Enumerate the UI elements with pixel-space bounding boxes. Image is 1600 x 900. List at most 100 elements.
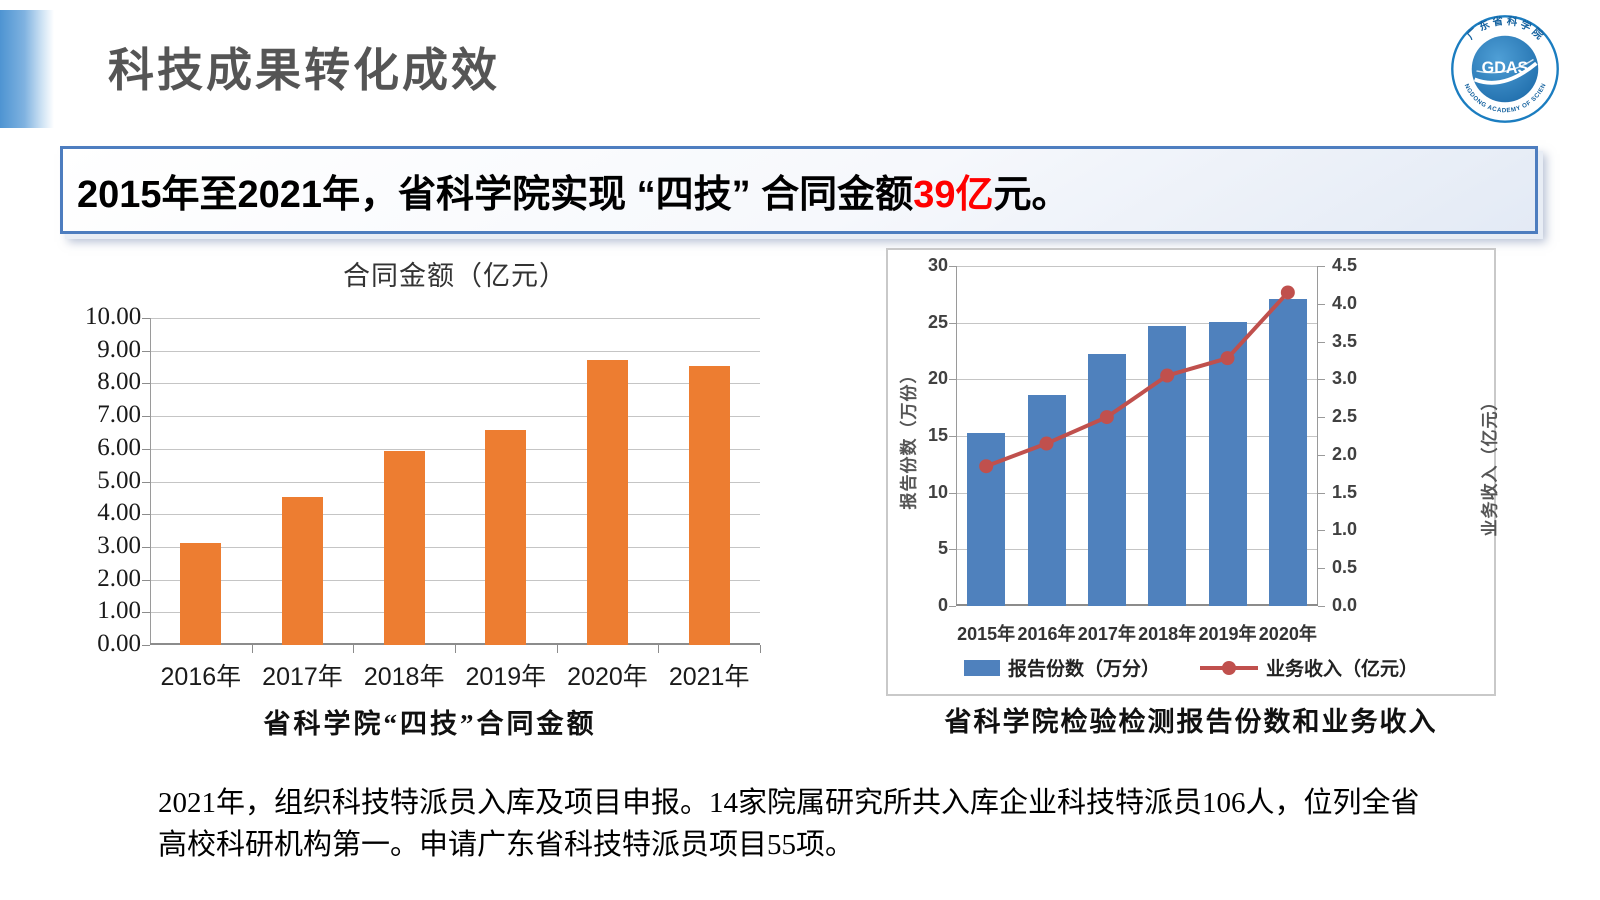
chart1-ytick-mark xyxy=(142,350,150,352)
chart1-ytick-label: 1.00 xyxy=(97,597,141,625)
gdas-logo: 广 东 省 科 学 院 GUANGDONG ACADEMY OF SCIENCE… xyxy=(1445,7,1562,126)
chart2-right-tick-mark xyxy=(1318,492,1325,494)
chart2-right-tick-label: 1.0 xyxy=(1332,519,1358,540)
chart1-xtick-mark xyxy=(556,645,558,653)
chart1-ytick-label: 4.00 xyxy=(97,499,141,527)
chart2-left-tick-label: 0 xyxy=(937,595,948,615)
line-legend-marker xyxy=(1200,660,1258,675)
chart1-ytick-mark xyxy=(142,546,150,548)
chart2-left-tick-mark xyxy=(949,492,956,494)
chart1-ytick-mark xyxy=(142,481,150,483)
legend-label-reports: 报告份数（万分） xyxy=(1007,659,1160,680)
chart2-line-overlay xyxy=(979,285,1295,474)
chart2-right-tick-mark xyxy=(1318,303,1325,305)
headline-before: 2015年至2021年，省科学院实现 “四技” 合同金额 xyxy=(77,173,914,216)
revenue-point-2019年 xyxy=(1220,351,1235,366)
paragraph-line-2: 高校科研机构第一。申请广东省科技特派员项目55项。 xyxy=(158,829,855,861)
chart2-xtick-label: 2018年 xyxy=(1138,624,1197,644)
chart1-gridline xyxy=(150,318,760,319)
logo-globe xyxy=(1471,35,1539,103)
chart2-right-tick-label: 1.5 xyxy=(1332,481,1358,502)
chart2-right-tick-label: 3.5 xyxy=(1332,330,1358,351)
chart2-right-tick-mark xyxy=(1318,266,1325,267)
chart1-bar-2018年 xyxy=(383,451,425,645)
revenue-point-2020年 xyxy=(1280,285,1295,300)
logo-swoosh xyxy=(1473,61,1538,85)
chart2-right-axis-line xyxy=(1317,266,1318,606)
chart2-bar-2019年 xyxy=(1208,321,1247,606)
logo-gdas-text: GDAS xyxy=(1482,59,1529,77)
revenue-point-2017年 xyxy=(1099,410,1114,425)
legend-item-reports: 报告份数（万分） xyxy=(963,654,1160,681)
chart1-xtick-mark xyxy=(455,645,456,653)
chart2-right-tick-label: 3.0 xyxy=(1332,368,1358,389)
chart2-bar-2020年 xyxy=(1268,298,1307,606)
chart2-xtick-label: 2017年 xyxy=(1077,624,1136,644)
chart1-ytick-mark xyxy=(142,579,150,581)
chart2-xtick-label: 2019年 xyxy=(1198,624,1257,644)
chart2-right-tick-label: 0.0 xyxy=(1332,595,1358,615)
chart1-ytick-label: 0.00 xyxy=(97,630,141,657)
chart1-gridline xyxy=(150,481,760,483)
chart2-right-tick-mark xyxy=(1318,454,1325,456)
chart1-ytick-mark xyxy=(142,448,150,450)
chart2-left-tick-mark xyxy=(949,322,956,324)
chart1-gridline xyxy=(150,579,760,581)
chart1-bar-2019年 xyxy=(485,429,527,645)
gdas-logo-svg: 广 东 省 科 学 院 GUANGDONG ACADEMY OF SCIENCE… xyxy=(1445,7,1559,123)
chart1-x-axis-line xyxy=(150,643,760,645)
headline-highlight: 39亿 xyxy=(913,173,994,216)
chart1-ytick-label: 5.00 xyxy=(97,466,141,494)
chart1-xtick-label: 2019年 xyxy=(465,663,547,691)
chart2-gridline xyxy=(956,322,1318,324)
chart1-bar-2016年 xyxy=(180,542,222,645)
chart2-bar-2016年 xyxy=(1027,395,1066,606)
chart2-right-tick-label: 2.5 xyxy=(1332,406,1358,427)
revenue-point-2018年 xyxy=(1160,368,1175,383)
chart1-caption: 省科学院“四技”合同金额 xyxy=(263,709,597,739)
revenue-line xyxy=(985,291,1290,469)
chart2-legend: 报告份数（万分） 业务收入（亿元） xyxy=(888,654,1494,681)
revenue-point-2016年 xyxy=(1039,436,1054,451)
chart2-xtick-label: 2015年 xyxy=(957,624,1016,644)
line-legend-dot xyxy=(1222,660,1236,675)
headline-text: 2015年至2021年，省科学院实现 “四技” 合同金额39亿元。 xyxy=(77,163,1069,218)
legend-item-revenue: 业务收入（亿元） xyxy=(1200,654,1418,681)
chart2-left-tick-label: 15 xyxy=(927,425,948,445)
chart1-gridline xyxy=(150,612,760,614)
left-accent-bar xyxy=(0,10,54,128)
chart2-gridline xyxy=(956,549,1318,551)
chart2-right-tick-label: 4.0 xyxy=(1332,292,1358,313)
chart2-right-tick-mark xyxy=(1318,530,1325,532)
chart2-gridline xyxy=(956,492,1318,494)
chart2-left-tick-mark xyxy=(949,266,956,267)
chart1-xtick-label: 2017年 xyxy=(262,663,343,691)
chart2-left-axis-line xyxy=(956,266,957,606)
chart1-plot-area xyxy=(150,318,760,645)
chart1-xtick-mark xyxy=(658,645,660,653)
chart2-xtick-label: 2020年 xyxy=(1258,624,1317,644)
chart1-ytick-mark xyxy=(142,383,150,385)
chart1-ytick-label: 3.00 xyxy=(97,531,141,559)
chart1-gridline xyxy=(150,514,760,516)
chart2-gridline xyxy=(956,266,1318,267)
chart1-ytick-label: 6.00 xyxy=(97,433,141,461)
chart2-plot-area xyxy=(956,266,1318,606)
chart1-gridline xyxy=(150,546,760,548)
chart1-y-axis-line xyxy=(150,318,151,645)
chart2-left-tick-label: 20 xyxy=(927,368,948,389)
chart2-left-axis-title: 报告份数（万份） xyxy=(899,365,919,510)
chart2-left-tick-mark xyxy=(949,549,956,551)
chart2-x-axis-line xyxy=(956,604,1318,606)
chart1-gridline xyxy=(150,383,760,385)
chart1-xtick-label: 2021年 xyxy=(668,663,750,691)
legend-label-revenue: 业务收入（亿元） xyxy=(1266,659,1419,680)
revenue-point-2015年 xyxy=(979,459,994,474)
chart1-gridline xyxy=(150,448,760,450)
page-title: 科技成果转化成效 xyxy=(108,45,500,96)
chart1-ytick-label: 9.00 xyxy=(97,335,141,363)
chart2-gridline xyxy=(956,379,1318,381)
chart1-xtick-label: 2020年 xyxy=(567,663,648,691)
chart2-right-tick-label: 4.5 xyxy=(1332,255,1358,275)
